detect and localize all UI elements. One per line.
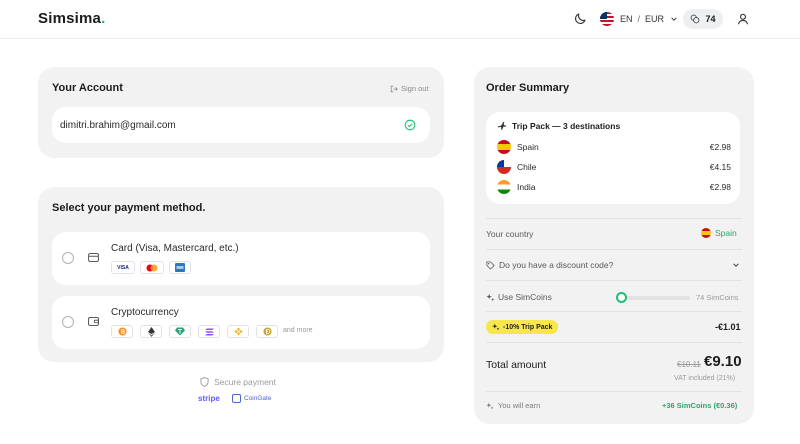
coingate-icon xyxy=(232,394,241,403)
dark-mode-toggle-icon[interactable] xyxy=(574,11,588,25)
chevron-down-icon xyxy=(733,263,739,267)
card-payment-label: Card (Visa, Mastercard, etc.) xyxy=(111,243,239,254)
simcoins-label: Use SimCoins xyxy=(498,292,552,302)
spain-flag-icon xyxy=(701,228,711,238)
binance-icon xyxy=(227,325,249,338)
us-flag-icon xyxy=(600,12,614,26)
amex-icon xyxy=(169,261,191,274)
shield-icon xyxy=(200,377,209,387)
coins-count: 74 xyxy=(705,14,716,24)
dogecoin-icon xyxy=(256,325,278,338)
divider xyxy=(486,280,742,281)
tag-icon xyxy=(486,260,495,270)
account-title: Your Account xyxy=(52,82,123,94)
sparkle-icon xyxy=(486,293,495,301)
divider xyxy=(486,249,742,250)
chile-flag-icon xyxy=(497,160,511,174)
trip-pack-label: Trip Pack — 3 destinations xyxy=(512,121,621,131)
original-price: €10.11 xyxy=(677,360,701,369)
india-flag-icon xyxy=(497,180,511,194)
currency-label: EUR xyxy=(645,14,665,24)
sparkle-icon xyxy=(486,402,494,409)
coins-icon xyxy=(691,14,700,24)
sign-out-link[interactable]: Sign out xyxy=(390,84,429,93)
trip-pack-box xyxy=(486,112,740,204)
destination-name: India xyxy=(517,182,536,192)
destination-row: Chile €4.15 xyxy=(497,159,731,175)
divider xyxy=(486,342,742,343)
destination-price: €2.98 xyxy=(709,182,731,192)
earn-label: You will earn xyxy=(498,401,541,410)
sign-out-label: Sign out xyxy=(401,84,429,93)
crypto-payment-label: Cryptocurrency xyxy=(111,307,179,318)
destination-name: Spain xyxy=(517,142,539,152)
stripe-logo: stripe xyxy=(198,394,220,403)
airplane-icon xyxy=(497,121,507,130)
country-selector[interactable]: Spain xyxy=(701,228,737,238)
crypto-payment-radio[interactable] xyxy=(62,316,74,328)
language-label: EN xyxy=(620,14,633,24)
email-field[interactable] xyxy=(52,107,430,143)
separator: / xyxy=(637,14,641,24)
wallet-icon xyxy=(88,317,99,326)
simcoins-available: 74 SimCoins xyxy=(696,293,739,302)
solana-icon xyxy=(198,325,220,338)
destination-row: India €2.98 xyxy=(497,179,731,195)
simcoins-slider-handle[interactable] xyxy=(616,292,627,303)
simcoins-slider-track[interactable] xyxy=(620,296,690,300)
destination-name: Chile xyxy=(517,162,537,172)
verified-check-icon xyxy=(404,119,416,131)
coingate-label: CoinGate xyxy=(244,395,272,402)
sign-out-icon xyxy=(390,85,398,92)
discount-code-toggle[interactable]: Do you have a discount code? xyxy=(486,260,740,270)
mastercard-icon xyxy=(140,261,164,274)
bitcoin-icon xyxy=(111,325,133,338)
earn-simcoins-label: You will earn xyxy=(486,401,540,410)
country-label: Your country xyxy=(486,229,534,239)
total-amount-label: Total amount xyxy=(486,359,547,371)
visa-icon: VISA xyxy=(111,261,135,274)
simcoins-balance[interactable]: 74 xyxy=(683,9,723,29)
ethereum-icon xyxy=(140,325,162,338)
order-summary-title: Order Summary xyxy=(486,82,570,94)
spain-flag-icon xyxy=(497,140,511,154)
promo-badge: -10% Trip Pack xyxy=(486,320,559,334)
credit-card-icon xyxy=(88,253,99,262)
country-value: Spain xyxy=(715,228,737,238)
email-value: dimitri.brahim@gmail.com xyxy=(60,120,176,131)
card-payment-radio[interactable] xyxy=(62,252,74,264)
secure-payment: Secure payment xyxy=(200,377,276,387)
tether-icon xyxy=(169,325,191,338)
divider xyxy=(486,218,742,219)
more-crypto-label: and more xyxy=(283,327,313,334)
card-payment-option[interactable] xyxy=(52,232,430,285)
logo[interactable]: Simsima. xyxy=(38,10,106,27)
earn-simcoins-value: +36 SimCoins (€0.36) xyxy=(662,401,738,410)
use-simcoins-label: Use SimCoins xyxy=(486,292,552,302)
chevron-down-icon xyxy=(671,17,677,21)
destination-row: Spain €2.98 xyxy=(497,139,731,155)
payment-title: Select your payment method. xyxy=(52,202,206,214)
total-price: €9.10 xyxy=(704,353,742,370)
secure-payment-label: Secure payment xyxy=(214,377,276,387)
trip-pack-title: Trip Pack — 3 destinations xyxy=(497,121,620,131)
sparkle-icon xyxy=(492,323,500,331)
promo-discount-value: -€1.01 xyxy=(715,322,741,332)
coingate-logo: CoinGate xyxy=(232,394,271,403)
promo-badge-label: -10% Trip Pack xyxy=(503,323,553,331)
divider xyxy=(486,391,742,392)
user-account-icon[interactable] xyxy=(736,12,750,26)
crypto-payment-option[interactable] xyxy=(52,296,430,349)
discount-code-label: Do you have a discount code? xyxy=(499,260,614,270)
vat-note: VAT included (21%) xyxy=(674,375,736,382)
top-header: Simsima. EN / EUR 74 xyxy=(0,0,800,39)
language-currency-selector[interactable]: EN / EUR xyxy=(600,11,678,27)
destination-price: €4.15 xyxy=(709,162,731,172)
divider xyxy=(486,311,742,312)
destination-price: €2.98 xyxy=(709,142,731,152)
